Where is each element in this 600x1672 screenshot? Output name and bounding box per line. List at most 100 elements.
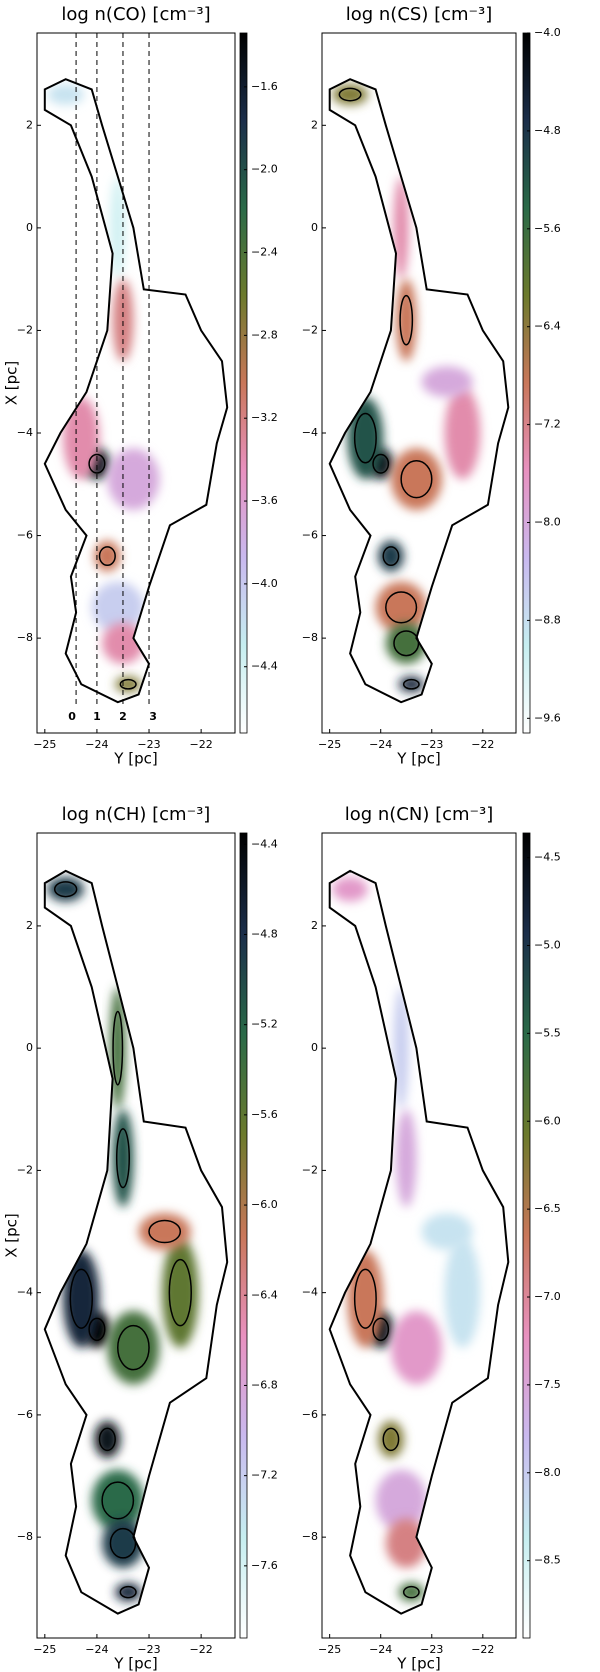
contour (98, 546, 116, 567)
colorbar-tick-label: −1.6 (251, 80, 278, 93)
contour (372, 1317, 390, 1342)
emission (390, 1310, 442, 1385)
y-tick-label: −2 (302, 1163, 318, 1176)
emission (385, 622, 427, 664)
y-tick-label: −4 (302, 426, 318, 439)
colorbar-tick-label: −7.6 (251, 1559, 278, 1572)
colorbar (239, 832, 248, 1639)
colorbar-tick-label: −5.6 (534, 222, 561, 235)
contour (338, 87, 362, 102)
colorbar-tick-label: −2.4 (251, 246, 278, 259)
colorbar-tick-label: −5.0 (534, 938, 561, 951)
colorbar-tick-label: −8.5 (534, 1554, 561, 1567)
contour (119, 1585, 137, 1599)
y-tick-label: −4 (17, 426, 33, 439)
emission (393, 987, 409, 1110)
colorbar-tick-label: −4.4 (251, 837, 278, 850)
cut-label: 3 (149, 710, 157, 723)
emission (396, 279, 417, 362)
y-tick-label: 0 (311, 221, 318, 234)
emission (375, 1469, 427, 1532)
cut-label: 0 (68, 710, 76, 723)
x-tick-label: −22 (471, 738, 494, 751)
colorbar (239, 32, 248, 734)
x-axis-label: Y [pc] (113, 1655, 157, 1672)
emission (47, 84, 84, 105)
emission (63, 397, 100, 480)
y-tick-label: 0 (26, 1041, 33, 1054)
x-tick-label: −23 (137, 1643, 160, 1656)
map (47, 877, 199, 1602)
emission (91, 1469, 144, 1532)
contour (101, 1481, 135, 1520)
x-tick-label: −25 (33, 738, 56, 751)
x-tick-label: −24 (369, 738, 392, 751)
x-tick-label: −25 (318, 1643, 341, 1656)
colorbar-tick-label: −3.2 (251, 411, 278, 424)
emission (109, 176, 126, 280)
x-tick-label: −23 (137, 738, 160, 751)
axes-frame (36, 832, 236, 1639)
x-tick-label: −22 (190, 738, 213, 751)
contour (400, 459, 433, 499)
emission (421, 366, 473, 398)
y-tick-label: −6 (17, 529, 33, 542)
colorbar-tick-label: −6.4 (534, 320, 561, 333)
colorbar (522, 832, 531, 1639)
colorbar-tick-label: −8.8 (534, 613, 561, 626)
contour (402, 1585, 420, 1599)
contour (382, 546, 400, 567)
contour (53, 881, 78, 898)
y-tick-label: 0 (311, 1041, 318, 1054)
title: log n(CS) [cm⁻³] (346, 4, 493, 25)
emission (112, 1109, 134, 1208)
contour (382, 1427, 400, 1452)
y-axis-label: X [pc] (3, 1213, 21, 1258)
contour (353, 412, 377, 464)
contour (112, 1010, 124, 1086)
x-tick-label: −24 (85, 738, 108, 751)
emission (94, 540, 121, 572)
emission (398, 1582, 425, 1602)
colorbar-tick-label: −5.5 (534, 1026, 561, 1039)
title: log n(CH) [cm⁻³] (62, 804, 211, 825)
map (47, 84, 160, 692)
x-tick-label: −22 (471, 1643, 494, 1656)
y-tick-label: 2 (311, 919, 318, 932)
contour (385, 591, 418, 624)
x-tick-label: −23 (420, 1643, 443, 1656)
x-tick-label: −24 (369, 1643, 392, 1656)
emission (444, 1237, 481, 1348)
colorbar-tick-label: −7.5 (534, 1378, 561, 1391)
y-tick-label: −4 (17, 1286, 33, 1299)
emission (385, 1518, 427, 1568)
contour (399, 294, 414, 346)
emission (138, 1213, 191, 1250)
emission (107, 448, 160, 510)
colorbar-tick-label: −9.6 (534, 711, 561, 724)
emission (393, 176, 409, 280)
cut-label: 1 (93, 710, 101, 723)
emission (444, 386, 481, 480)
title: log n(CO) [cm⁻³] (61, 4, 210, 25)
contour (69, 1268, 93, 1329)
colorbar-tick-label: −8.0 (534, 516, 561, 529)
colorbar-tick-label: −6.5 (534, 1202, 561, 1215)
contour (393, 630, 420, 657)
colorbar-tick-label: −4.0 (534, 26, 561, 39)
colorbar-tick-label: −6.4 (251, 1288, 278, 1301)
contour (119, 678, 137, 690)
colorbar-tick-label: −5.6 (251, 1108, 278, 1121)
y-tick-label: 0 (26, 221, 33, 234)
y-tick-label: −8 (302, 1530, 318, 1543)
emission (102, 622, 144, 664)
x-tick-label: −23 (420, 738, 443, 751)
contour (98, 1427, 116, 1452)
contour (402, 678, 420, 690)
colorbar-tick-label: −3.6 (251, 494, 278, 507)
emission (398, 676, 425, 692)
title: log n(CN) [cm⁻³] (345, 804, 494, 825)
emission (347, 397, 384, 480)
axes-frame (321, 832, 517, 1639)
